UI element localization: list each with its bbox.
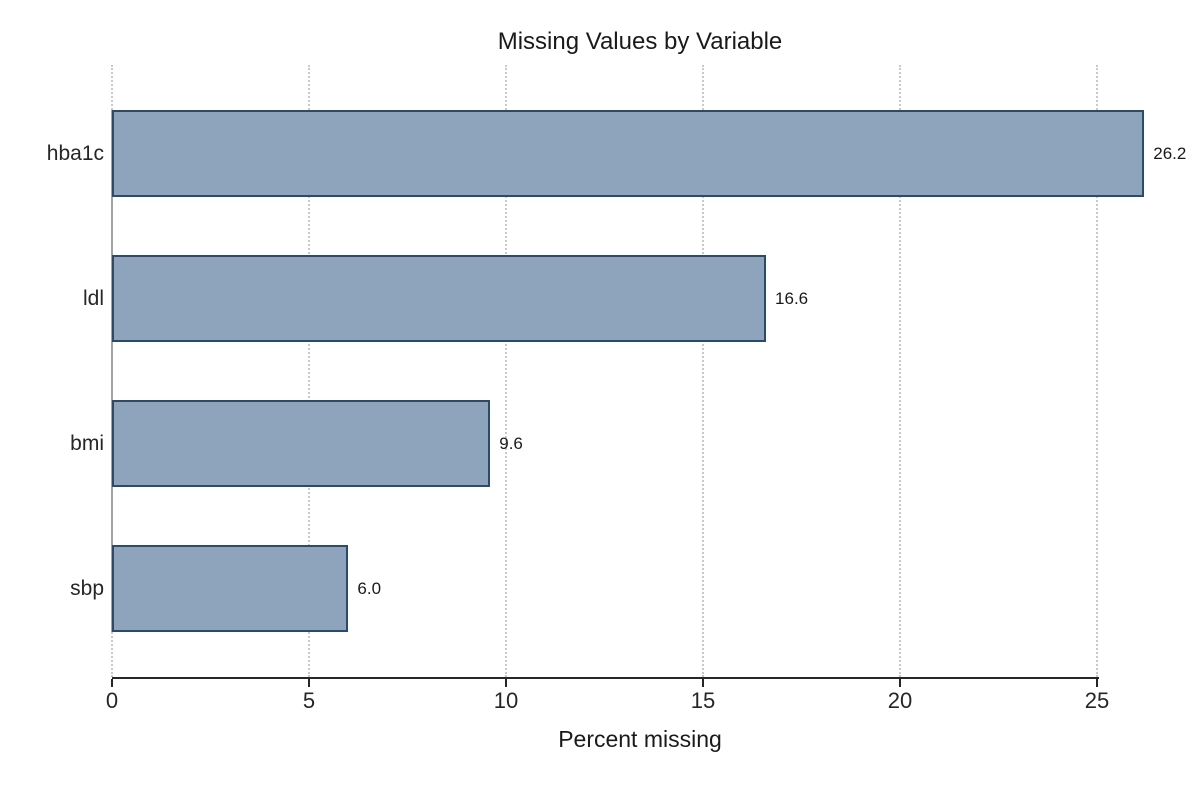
x-tick-mark-5 [308, 679, 310, 687]
x-tick-mark-15 [702, 679, 704, 687]
x-tick-label-10: 10 [493, 688, 519, 713]
bar-hba1c [112, 110, 1145, 197]
gridline-x-10 [505, 65, 507, 677]
gridline-x-5 [308, 65, 310, 677]
value-label-sbp: 6.0 [357, 579, 382, 598]
gridline-x-25 [1096, 65, 1098, 677]
x-tick-label-25: 25 [1084, 688, 1110, 713]
bar-sbp [112, 545, 349, 632]
x-axis-line [112, 677, 1099, 679]
y-axis-spine [111, 110, 113, 632]
x-tick-label-15: 15 [690, 688, 716, 713]
x-tick-mark-0 [111, 679, 113, 687]
x-tick-label-5: 5 [302, 688, 316, 713]
chart-title: Missing Values by Variable [497, 28, 783, 55]
value-label-ldl: 16.6 [775, 289, 809, 308]
y-category-label-hba1c: hba1c [46, 142, 104, 165]
bar-ldl [112, 255, 767, 342]
x-axis-title: Percent missing [558, 726, 722, 752]
bar-bmi [112, 400, 491, 487]
gridline-x-15 [702, 65, 704, 677]
x-tick-mark-10 [505, 679, 507, 687]
x-tick-label-0: 0 [105, 688, 119, 713]
y-category-label-sbp: sbp [70, 577, 104, 600]
x-tick-mark-20 [899, 679, 901, 687]
y-category-label-bmi: bmi [70, 432, 104, 455]
x-tick-label-20: 20 [887, 688, 913, 713]
value-label-bmi: 9.6 [499, 434, 523, 453]
y-category-label-ldl: ldl [82, 287, 104, 310]
x-tick-mark-25 [1096, 679, 1098, 687]
gridline-x-20 [899, 65, 901, 677]
value-label-hba1c: 26.2 [1153, 144, 1187, 163]
